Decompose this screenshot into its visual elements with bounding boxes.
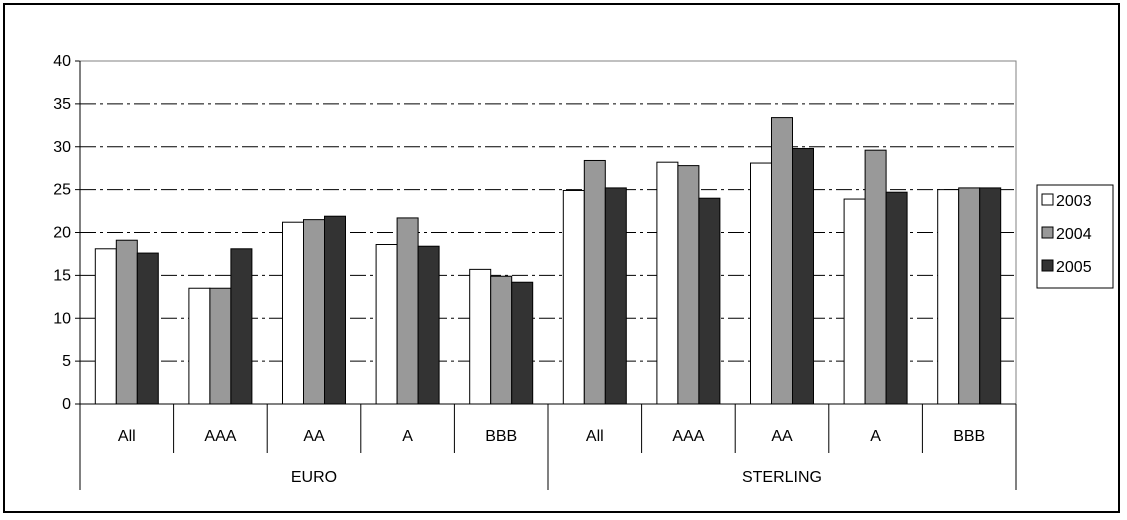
y-tick-label: 30 (53, 139, 71, 156)
y-tick-label: 20 (53, 225, 71, 242)
x-category-label: AA (771, 428, 793, 445)
bar-2004 (771, 117, 793, 405)
bar-2003 (750, 162, 772, 405)
bar-2004 (864, 149, 887, 405)
y-tick-label: 15 (53, 267, 71, 284)
x-category-label: A (402, 428, 413, 445)
bar-2003 (94, 248, 117, 405)
bar-2003 (469, 268, 492, 405)
bar-2005 (230, 248, 253, 405)
x-category-label: All (586, 428, 604, 445)
x-group-label: EURO (291, 469, 337, 486)
legend-swatch-2005 (1041, 259, 1054, 272)
bar-2004 (396, 217, 419, 405)
bar-2005 (792, 147, 814, 405)
chart-frame (3, 3, 1120, 513)
axes (75, 60, 1017, 490)
bar-2005 (417, 245, 440, 405)
y-tick-label: 25 (53, 182, 71, 199)
legend-label: 2004 (1056, 226, 1092, 243)
x-category-label: All (118, 428, 136, 445)
y-tick-label: 5 (62, 353, 71, 370)
x-category-label: BBB (953, 428, 985, 445)
legend: 2003 2004 2005 (1036, 184, 1114, 289)
bar-2003 (375, 244, 398, 405)
bar-2004 (958, 187, 981, 405)
bar-2004 (677, 165, 700, 405)
legend-swatch-2004 (1041, 226, 1054, 239)
bar-2004 (115, 239, 138, 405)
bar-2005 (979, 187, 1002, 405)
bar-2003 (843, 198, 866, 405)
bar-2004 (583, 159, 606, 405)
y-tick-label: 35 (53, 96, 71, 113)
legend-label: 2005 (1056, 259, 1092, 276)
bar-2005 (885, 191, 908, 405)
bar-2005 (324, 215, 346, 405)
bars (94, 117, 1002, 405)
bar-2005 (136, 252, 159, 405)
bar-2004 (490, 275, 513, 405)
y-tick-label: 10 (53, 310, 71, 327)
x-category-label: AAA (672, 428, 704, 445)
x-category-label: AA (303, 428, 325, 445)
bar-2004 (209, 287, 232, 405)
bar-2005 (604, 187, 627, 405)
bar-2005 (698, 197, 721, 405)
bar-2003 (656, 161, 679, 405)
x-category-label: A (870, 428, 881, 445)
bar-2003 (188, 287, 211, 405)
legend-swatch-2003 (1041, 193, 1054, 206)
y-tick-label: 40 (53, 53, 71, 70)
bar-2005 (511, 281, 534, 405)
bar-2003 (937, 189, 960, 405)
x-category-label: AAA (204, 428, 236, 445)
bar-2003 (562, 189, 585, 405)
y-tick-label: 0 (62, 396, 71, 413)
bar-2004 (303, 219, 325, 405)
x-group-label: STERLING (742, 469, 822, 486)
x-category-label: BBB (485, 428, 517, 445)
legend-label: 2003 (1056, 193, 1092, 210)
bar-2003 (282, 221, 304, 405)
